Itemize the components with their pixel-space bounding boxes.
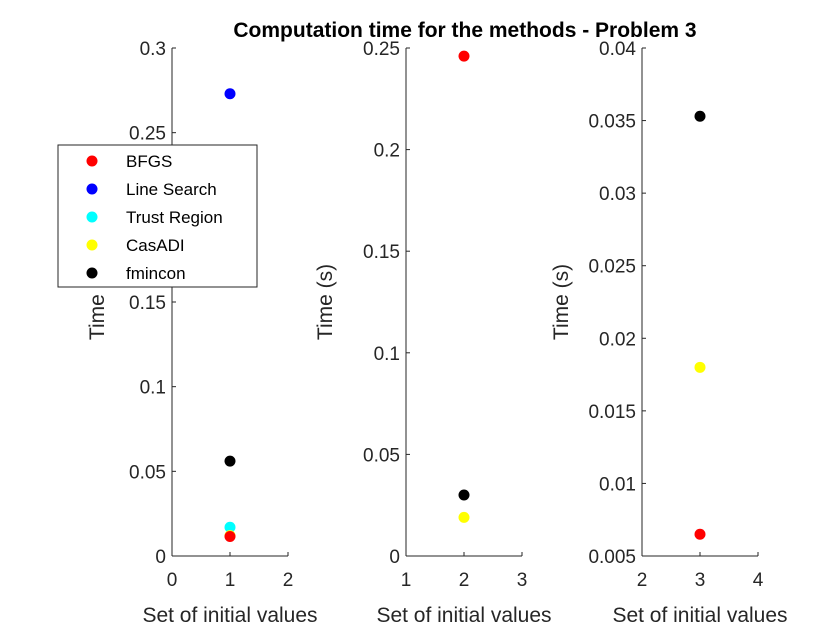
legend-entry[interactable]: fmincon (86, 264, 186, 283)
data-point[interactable] (458, 511, 470, 523)
y-tick-label: 0.025 (588, 257, 636, 278)
y-tick-label: 0.05 (363, 445, 400, 466)
y-tick-label: 0.05 (129, 462, 166, 483)
y-tick-label: 0.15 (363, 242, 400, 263)
legend-entry[interactable]: BFGS (86, 152, 173, 171)
y-tick-label: 0.03 (599, 184, 636, 205)
legend-marker (86, 183, 98, 195)
y-axis-label: Time (s) (314, 264, 337, 340)
y-axis-label: Time (s) (550, 264, 573, 340)
legend-label: CasADI (126, 236, 185, 255)
x-tick-label: 1 (401, 570, 412, 591)
y-tick-label: 0.25 (363, 39, 400, 60)
x-tick-label: 2 (459, 570, 470, 591)
x-tick-label: 1 (225, 570, 236, 591)
y-tick-label: 0.2 (374, 141, 400, 162)
legend[interactable]: BFGS Line Search Trust Region CasADI fmincon (57, 144, 258, 288)
x-tick-label: 0 (167, 570, 178, 591)
subplot-3: 0.005 0.01 0.015 0.02 0.025 0.03 0.035 0.04 2 3 4 S… (550, 39, 788, 627)
y-tick-label: 0.015 (588, 402, 636, 423)
legend-marker (86, 211, 98, 223)
x-tick-label: 2 (283, 570, 294, 591)
legend-marker (86, 267, 98, 279)
subplot-2: 0 0.05 0.1 0.15 0.2 0.25 1 2 3 Set of initial val… (314, 39, 552, 627)
x-tick-label: 4 (753, 570, 764, 591)
y-tick-label: 0 (155, 547, 166, 568)
x-axis-label: Set of initial values (612, 604, 787, 627)
y-tick-label: 0 (389, 547, 400, 568)
y-tick-label: 0.1 (374, 344, 400, 365)
y-tick-label: 0.15 (129, 293, 166, 314)
chart-title: Computation time for the methods - Probl… (233, 19, 696, 42)
legend-label: BFGS (126, 152, 172, 171)
y-tick-label: 0.02 (599, 329, 636, 350)
data-point[interactable] (694, 528, 706, 540)
legend-label: Line Search (126, 180, 217, 199)
data-point[interactable] (458, 50, 470, 62)
x-tick-label: 3 (517, 570, 528, 591)
y-tick-label: 0.01 (599, 474, 636, 495)
y-tick-label: 0.035 (588, 112, 636, 133)
data-point[interactable] (224, 531, 236, 543)
plot-area (406, 48, 522, 556)
plot-area (172, 48, 288, 556)
plot-area (642, 48, 758, 556)
y-tick-label: 0.25 (129, 124, 166, 145)
data-point[interactable] (458, 489, 470, 501)
legend-marker (86, 239, 98, 251)
legend-entry[interactable]: Line Search (86, 180, 217, 199)
x-axis-label: Set of initial values (142, 604, 317, 627)
data-point[interactable] (224, 455, 236, 467)
x-axis-label: Set of initial values (376, 604, 551, 627)
x-tick-label: 2 (637, 570, 648, 591)
y-tick-label: 0.005 (588, 547, 636, 568)
x-tick-label: 3 (695, 570, 706, 591)
data-point[interactable] (224, 521, 236, 533)
data-point[interactable] (694, 361, 706, 373)
legend-marker (86, 155, 98, 167)
data-point[interactable] (694, 110, 706, 122)
legend-entry[interactable]: CasADI (86, 236, 185, 255)
y-tick-label: 0.1 (140, 378, 166, 399)
data-point[interactable] (224, 88, 236, 100)
legend-label: Trust Region (126, 208, 223, 227)
legend-entry[interactable]: Trust Region (86, 208, 223, 227)
y-tick-label: 0.3 (140, 39, 166, 60)
legend-label: fmincon (126, 264, 186, 283)
y-tick-label: 0.04 (599, 39, 636, 60)
